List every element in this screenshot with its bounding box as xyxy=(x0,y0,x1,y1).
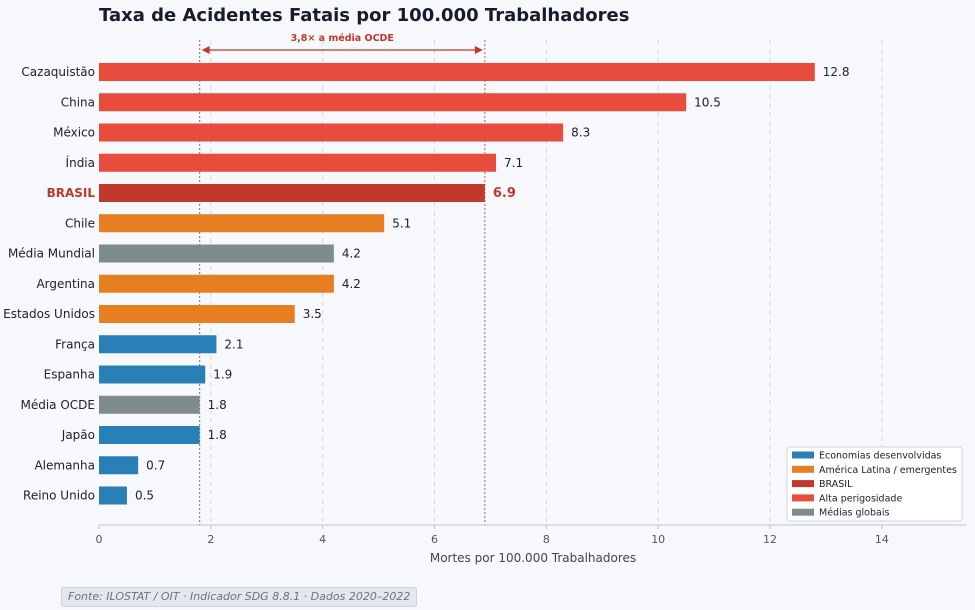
value-label: 0.7 xyxy=(146,458,165,472)
bar xyxy=(99,486,127,505)
bar xyxy=(99,335,217,354)
bar xyxy=(99,456,139,475)
category-label: Média OCDE xyxy=(20,398,95,412)
legend-label: BRASIL xyxy=(819,479,853,490)
x-axis-ticks: 0 2 4 6 8 10 12 14 xyxy=(96,525,889,546)
source-note: Fonte: ILOSTAT / OIT · Indicador SDG 8.8… xyxy=(61,587,418,607)
legend-label: América Latina / emergentes xyxy=(819,465,957,476)
reference-lines xyxy=(199,40,486,525)
bar xyxy=(99,123,564,142)
value-label: 8.3 xyxy=(571,126,590,140)
bar xyxy=(99,153,497,172)
x-tick-label: 14 xyxy=(875,533,889,546)
legend-box xyxy=(786,446,963,522)
category-label: Reino Unido xyxy=(23,489,95,503)
legend: Economias desenvolvidas América Latina / … xyxy=(786,446,963,522)
category-label: Índia xyxy=(66,155,95,170)
value-label: 1.8 xyxy=(208,428,227,442)
value-label: 6.9 xyxy=(493,186,516,201)
legend-swatch xyxy=(792,508,814,516)
legend-swatch xyxy=(792,494,814,502)
legend-swatch xyxy=(792,465,814,473)
x-axis-label: Mortes por 100.000 Trabalhadores xyxy=(430,551,636,565)
category-label: Alemanha xyxy=(34,458,95,472)
ratio-annotation: 3,8× a média OCDE xyxy=(201,33,483,54)
legend-label: Médias globais xyxy=(819,508,889,519)
x-tick-label: 10 xyxy=(651,533,665,546)
category-label: França xyxy=(55,337,95,351)
value-label: 10.5 xyxy=(694,95,721,109)
chart-title: Taxa de Acidentes Fatais por 100.000 Tra… xyxy=(99,5,629,26)
annotation-text: 3,8× a média OCDE xyxy=(291,33,394,44)
value-label: 1.8 xyxy=(208,398,227,412)
category-label: Espanha xyxy=(44,368,95,382)
value-labels: 12.8 10.5 8.3 7.1 6.9 5.1 4.2 4.2 3.5 2.1 1.9 1.8 1.… xyxy=(135,65,850,503)
value-label: 1.9 xyxy=(213,368,232,382)
value-label: 5.1 xyxy=(392,216,411,230)
bar xyxy=(99,214,385,233)
bar xyxy=(99,274,334,293)
category-label: Cazaquistão xyxy=(21,65,95,79)
category-labels: Cazaquistão China México Índia BRASIL Chile Mé… xyxy=(3,65,95,503)
x-tick-label: 0 xyxy=(96,533,103,546)
annotation-arrowhead-right xyxy=(474,46,483,54)
category-label: Argentina xyxy=(36,277,95,291)
value-label: 7.1 xyxy=(504,156,523,170)
legend-label: Alta perigosidade xyxy=(819,493,902,504)
value-label: 2.1 xyxy=(224,337,243,351)
x-tick-label: 6 xyxy=(431,533,438,546)
value-label: 4.2 xyxy=(342,277,361,291)
bar xyxy=(99,426,200,444)
category-label: China xyxy=(61,95,95,109)
legend-swatch xyxy=(792,480,814,488)
x-tick-label: 12 xyxy=(763,533,777,546)
bar xyxy=(99,93,687,112)
x-tick-label: 8 xyxy=(543,533,550,546)
x-tick-label: 2 xyxy=(207,533,214,546)
category-label: BRASIL xyxy=(47,186,96,200)
bar xyxy=(99,244,334,263)
category-label: México xyxy=(53,126,95,140)
legend-label: Economias desenvolvidas xyxy=(819,451,941,462)
category-label: Estados Unidos xyxy=(3,307,95,321)
bar xyxy=(99,395,200,414)
category-label: Japão xyxy=(61,428,95,442)
bar xyxy=(99,184,485,202)
value-label: 3.5 xyxy=(303,307,322,321)
legend-swatch xyxy=(792,451,814,459)
category-label: Média Mundial xyxy=(8,247,95,261)
bar xyxy=(99,365,206,384)
x-tick-label: 4 xyxy=(319,533,326,546)
value-label: 0.5 xyxy=(135,489,154,503)
category-label: Chile xyxy=(65,216,95,230)
value-label: 12.8 xyxy=(823,65,850,79)
annotation-arrowhead-left xyxy=(201,46,210,54)
bar xyxy=(99,63,815,81)
bar xyxy=(99,305,295,323)
bars xyxy=(99,63,815,505)
value-label: 4.2 xyxy=(342,247,361,261)
